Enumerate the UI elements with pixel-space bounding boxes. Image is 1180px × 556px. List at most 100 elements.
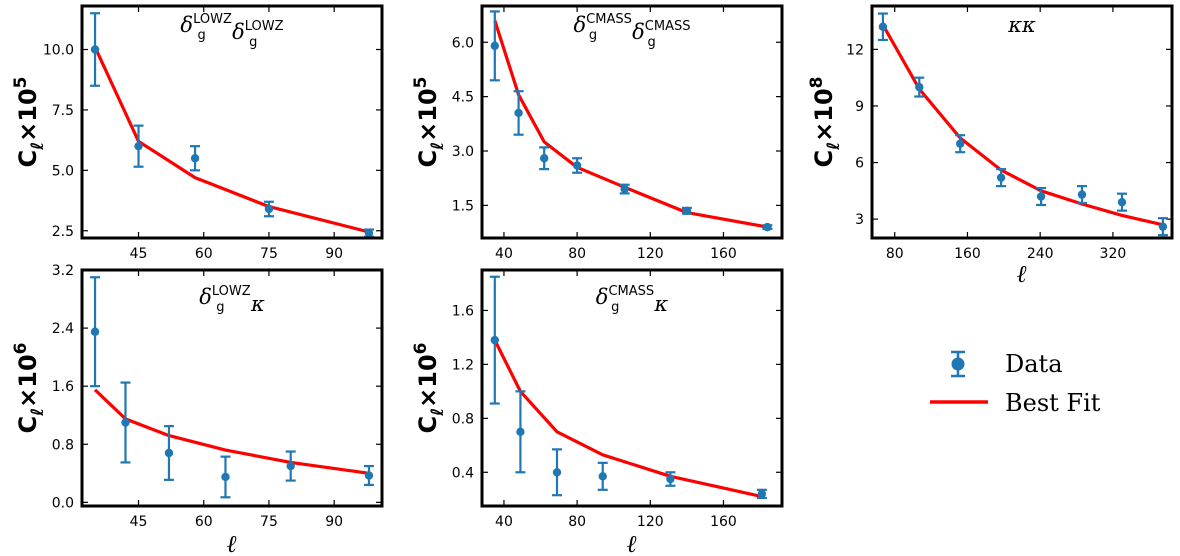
data-point (620, 184, 629, 194)
title-sup: CMASS (645, 19, 691, 34)
title-sub: g (647, 35, 655, 50)
legend-fit-label: Best Fit (1005, 389, 1101, 417)
x-tick-label: 60 (195, 514, 213, 530)
data-point (539, 154, 549, 163)
x-tick-label: 160 (710, 246, 737, 262)
data-point (364, 228, 374, 238)
data-point (121, 418, 130, 427)
y-tick-label: 3 (855, 212, 864, 228)
y-tick-label: 1.6 (52, 379, 74, 395)
ylabel-sub: ℓ (428, 142, 448, 151)
panel-title: κκ (1007, 13, 1036, 37)
title-base: κκ (1007, 13, 1036, 37)
x-axis-label: ℓ (627, 529, 637, 556)
title-sub: g (249, 35, 257, 50)
data-point (90, 45, 100, 54)
y-tick-label: 1.2 (452, 357, 474, 373)
ylabel-base: C (810, 150, 838, 168)
x-tick-label: 45 (130, 246, 148, 262)
y-axis-label: Cℓ×106 (411, 342, 448, 433)
data-point (1077, 190, 1087, 199)
axes-frame (80, 4, 384, 240)
x-tick-label: 75 (260, 514, 278, 530)
title-sub: g (611, 300, 619, 315)
x-axis-label: ℓ (1017, 259, 1027, 288)
ylabel-base: C (14, 416, 42, 434)
data-point (598, 472, 607, 481)
title-base: δ (180, 13, 193, 37)
axes-frame (480, 4, 784, 240)
title-base: δ (632, 20, 645, 44)
y-tick-label: 1.5 (452, 198, 474, 214)
data-point (164, 448, 174, 458)
data-point (915, 82, 924, 92)
data-point (572, 161, 582, 170)
y-tick-label: 2.4 (52, 321, 74, 337)
data-point (682, 206, 692, 216)
x-tick-label: 90 (325, 514, 343, 530)
title-sup: CMASS (586, 12, 632, 27)
y-tick-label: 9 (855, 99, 864, 115)
y-tick-label: 1.6 (452, 303, 474, 319)
ylabel-base: C (14, 150, 42, 168)
ylabel-sub: ℓ (28, 142, 48, 151)
fit-line (493, 20, 768, 229)
y-axis-label: Cℓ×105 (11, 76, 48, 167)
y-tick-label: 6 (855, 156, 864, 172)
data-point (1158, 222, 1168, 231)
y-axis-label: Cℓ×106 (11, 342, 48, 433)
data-point (286, 461, 295, 471)
legend: Data Best Fit (930, 350, 1101, 417)
data-point (955, 139, 965, 148)
title-sub: g (216, 300, 224, 315)
ylabel-exp: 5 (411, 76, 431, 88)
ylabel-exp: 5 (11, 76, 31, 88)
fit-line (881, 24, 1164, 227)
x-tick-label: 120 (637, 246, 664, 262)
x-tick-label: 75 (260, 246, 278, 262)
ylabel-mult: ×10 (414, 354, 442, 408)
data-point (516, 427, 525, 437)
x-tick-label: 80 (568, 514, 586, 530)
title-sup: LOWZ (212, 284, 251, 299)
data-point (490, 335, 500, 345)
data-point (996, 173, 1006, 182)
x-tick-label: 240 (1027, 246, 1054, 262)
data-point (514, 108, 523, 118)
y-tick-label: 7.5 (52, 103, 74, 119)
title-sup: LOWZ (193, 12, 232, 27)
ylabel-mult: ×10 (14, 88, 42, 142)
x-tick-label: 320 (1100, 246, 1127, 262)
legend-data-label: Data (1005, 350, 1063, 378)
data-point (757, 489, 767, 499)
ylabel-sub: ℓ (824, 142, 844, 151)
data-point (264, 204, 274, 214)
x-tick-label: 80 (568, 246, 586, 262)
title-sup: LOWZ (245, 19, 284, 34)
data-point (221, 472, 230, 482)
x-tick-label: 40 (495, 514, 513, 530)
data-point (878, 22, 888, 31)
y-tick-label: 12 (846, 42, 864, 58)
title-sub: g (197, 28, 205, 43)
title-base: κ (250, 292, 265, 316)
legend-data-marker (951, 357, 965, 371)
fit-line (493, 339, 763, 499)
x-tick-label: 160 (710, 514, 737, 530)
ylabel-sub: ℓ (428, 408, 448, 417)
x-tick-label: 90 (325, 246, 343, 262)
panel-title: δCMASS g κ (596, 284, 669, 316)
y-tick-label: 6.0 (452, 35, 474, 51)
y-axis-label: Cℓ×108 (807, 76, 844, 167)
axes-frame (870, 4, 1174, 240)
title-base: δ (574, 13, 587, 37)
ylabel-mult: ×10 (414, 88, 442, 142)
title-base: κ (653, 292, 668, 316)
x-tick-label: 40 (495, 246, 513, 262)
y-tick-label: 10.0 (43, 43, 74, 59)
